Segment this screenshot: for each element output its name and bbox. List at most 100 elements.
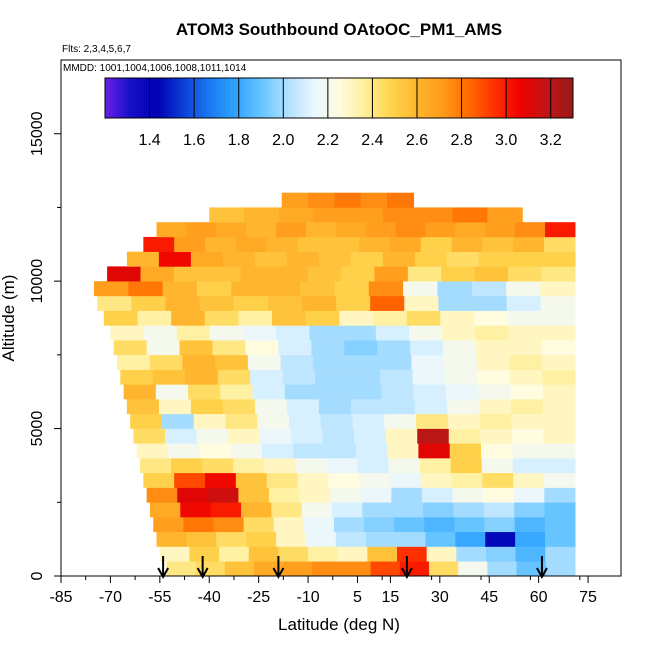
heat-cell <box>360 487 392 503</box>
x-tick-label: -55 <box>148 589 171 606</box>
colorbar-segment <box>163 78 168 118</box>
heat-cell <box>252 384 286 400</box>
heat-cell <box>354 428 387 444</box>
heat-cell <box>370 295 405 311</box>
heat-cell <box>261 443 294 459</box>
heat-cell <box>212 340 247 356</box>
heat-cell <box>133 428 166 444</box>
x-tick-label: -25 <box>247 589 270 606</box>
heat-cell <box>137 310 172 326</box>
heat-cell <box>152 369 186 385</box>
heat-cell <box>272 310 307 326</box>
heat-cell <box>216 531 247 547</box>
heat-cell <box>543 413 576 429</box>
colorbar-segment <box>179 78 184 118</box>
heat-cell <box>243 517 275 533</box>
heat-cell <box>205 236 237 252</box>
heat-cell <box>247 354 282 370</box>
heat-cell <box>326 458 359 474</box>
colorbar-segment <box>237 78 242 118</box>
heat-cell <box>451 236 484 252</box>
colorbar-segment <box>436 78 441 118</box>
heat-cell <box>442 325 476 341</box>
heat-cell <box>182 354 216 370</box>
heat-cell <box>305 310 340 326</box>
heat-cell <box>381 384 415 400</box>
heat-cell <box>455 222 486 238</box>
heat-cell <box>140 266 175 282</box>
colorbar-segment <box>545 78 551 118</box>
colorbar-segment <box>432 78 437 118</box>
heat-cell <box>377 340 411 356</box>
heat-cell <box>308 546 339 562</box>
heat-cell <box>540 295 576 311</box>
colorbar-segment <box>366 78 371 118</box>
colorbar-segment <box>284 78 289 118</box>
heat-cell <box>207 487 240 503</box>
heat-cell <box>478 251 512 267</box>
heat-cell <box>414 251 448 267</box>
heat-cell <box>280 354 314 370</box>
heat-cell <box>240 266 275 282</box>
heat-cell <box>313 354 347 370</box>
heat-cell <box>113 340 148 356</box>
heat-cell <box>485 222 516 238</box>
heat-cell <box>190 399 224 415</box>
heat-cell <box>209 325 244 341</box>
heat-cell <box>173 266 208 282</box>
colorbar-segment <box>557 78 562 118</box>
heat-cell <box>385 428 418 444</box>
heat-cell <box>471 281 507 297</box>
heat-cell <box>126 251 160 267</box>
heat-cell <box>446 251 480 267</box>
heat-cell <box>171 458 203 474</box>
colorbar-segment <box>140 78 145 118</box>
heat-cell <box>126 399 160 415</box>
heat-cell <box>162 281 198 297</box>
heat-cell <box>159 546 191 562</box>
heat-cell <box>286 399 320 415</box>
flight-marker-arrow <box>196 556 209 580</box>
heat-cell <box>197 281 232 297</box>
colorbar-segment <box>190 78 196 118</box>
colorbar-tick-label: 1.6 <box>183 132 205 149</box>
heat-cell <box>543 428 576 444</box>
heatmap-cells <box>93 192 576 577</box>
heat-cell <box>391 487 423 503</box>
heat-cell <box>485 546 517 562</box>
heat-cell <box>177 487 209 503</box>
colorbar-segment <box>444 78 449 118</box>
x-tick-label: 60 <box>530 589 548 606</box>
colorbar-segment <box>405 78 410 118</box>
heat-cell <box>341 266 376 282</box>
heat-cell <box>315 369 349 385</box>
heat-cell <box>215 354 249 370</box>
colorbar-segment <box>459 78 465 118</box>
heat-cell <box>475 325 510 341</box>
colorbar-segment <box>475 78 480 118</box>
heat-cell <box>389 236 422 252</box>
heat-cell <box>281 192 309 208</box>
heat-cell <box>238 487 270 503</box>
heat-cell <box>196 428 229 444</box>
heat-cell <box>166 561 197 577</box>
heat-cell <box>213 517 245 533</box>
heat-cell <box>413 384 447 400</box>
heat-cell <box>479 413 512 429</box>
heat-cell <box>305 222 337 238</box>
heat-cell <box>128 281 164 297</box>
heat-cell <box>447 413 481 429</box>
heat-cell <box>364 517 395 533</box>
heat-cell <box>199 443 232 459</box>
heat-cell <box>541 310 576 326</box>
heat-cell <box>155 384 189 400</box>
heat-cell <box>345 354 380 370</box>
colorbar-segment <box>483 78 488 118</box>
heat-cell <box>180 502 212 518</box>
heat-cell <box>511 413 544 429</box>
heat-cell <box>156 531 188 547</box>
heat-cell <box>324 443 357 459</box>
heat-cell <box>149 354 184 370</box>
colorbar-segment <box>346 78 352 118</box>
heat-cell <box>266 472 299 488</box>
